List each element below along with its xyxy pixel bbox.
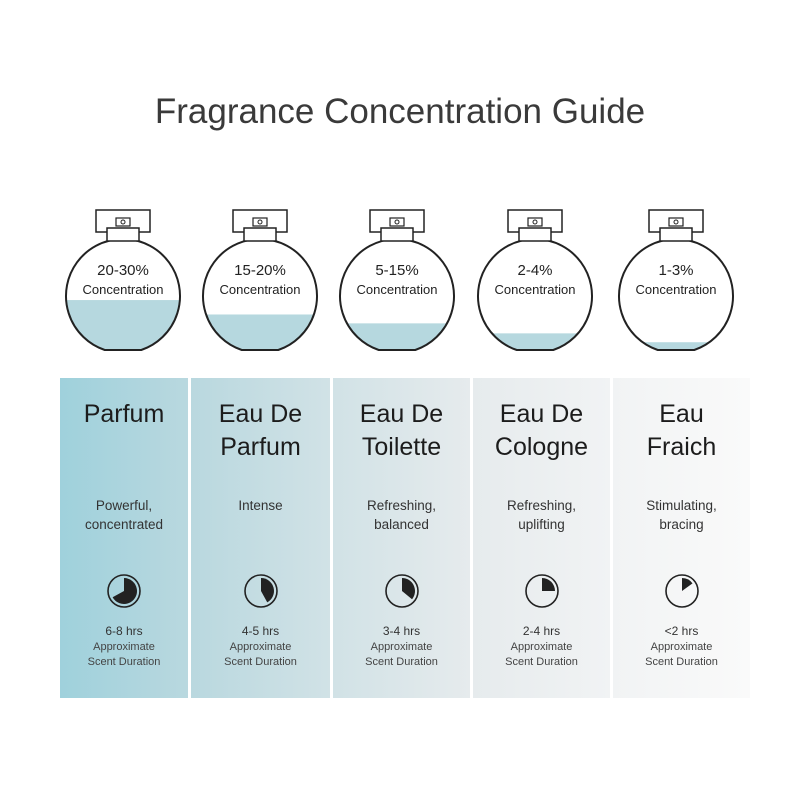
concentration-label: Concentration [635,282,717,297]
name-line: Eau De [499,400,584,428]
fragrance-name: Eau De Parfum [191,398,330,464]
duration-hours: 3-4 hrs [382,624,421,638]
bottle-neck [106,227,140,242]
bottle-neck [659,227,693,242]
desc-line: bracing [659,517,704,532]
duration-label-line: Scent Duration [645,656,718,668]
bottle-nozzle [115,217,131,227]
name-line: Eau De [359,400,444,428]
clock-icon [384,574,419,608]
fragrance-description: Refreshing, balanced [333,496,470,534]
bottle-icon [618,209,734,351]
bottle-nozzle [252,217,268,227]
duration-label: Approximate Scent Duration [60,640,188,670]
duration-hours: 4-5 hrs [241,624,280,638]
desc-line: Refreshing, [366,498,437,513]
bottle-icon [477,209,593,351]
duration-label-line: Approximate [510,641,573,653]
liquid-fill [478,333,593,350]
clock-wedge [401,578,415,600]
liquid-fill [203,314,318,350]
desc-line: Intense [238,498,283,513]
panel-4: Eau Fraich Stimulating, bracing <2 hrs App… [613,378,750,698]
concentration-percent: 5-15% [375,262,419,279]
name-line: Parfum [83,400,165,428]
fragrance-description: Intense [191,496,330,515]
concentration-label: Concentration [82,282,164,297]
clock-icon [664,574,699,608]
fragrance-name: Eau De Toilette [333,398,470,464]
duration-label-line: Approximate [229,641,292,653]
bottle-0: 20-30% Concentration [53,205,193,355]
desc-line: balanced [374,517,429,532]
clock-icon [107,574,141,608]
bottle-neck [518,227,552,242]
desc-line: Powerful, [95,498,153,513]
duration-label-line: Approximate [93,641,155,653]
concentration-percent: 2-4% [517,262,553,279]
duration-label-line: Approximate [650,641,713,653]
duration-label: Approximate Scent Duration [191,640,330,670]
bottle-4: 1-3% Concentration [606,205,746,355]
bottle-icon [65,209,181,351]
bottle-icon [339,209,455,351]
duration-label-line: Approximate [370,641,433,653]
desc-line: uplifting [518,517,565,532]
duration-label-line: Scent Duration [365,656,438,668]
name-line: Eau [659,400,704,428]
clock-wedge [260,578,274,603]
duration-hours: <2 hrs [664,624,699,638]
name-line: Toilette [361,433,442,461]
clock-icon [243,574,278,608]
desc-line: Refreshing, [506,498,577,513]
clock-wedge [681,578,693,591]
duration-label-line: Scent Duration [505,656,578,668]
fragrance-description: Refreshing, uplifting [473,496,610,534]
concentration-percent: 20-30% [97,262,149,279]
bottle-nozzle [668,217,684,227]
name-line: Fraich [646,433,717,461]
bottle-nozzle [389,217,405,227]
duration-label: Approximate Scent Duration [473,640,610,670]
concentration-label: Concentration [219,282,301,297]
duration-label-line: Scent Duration [87,656,161,668]
bottle-1: 15-20% Concentration [190,205,330,355]
liquid-fill [340,323,455,350]
fragrance-description: Powerful, concentrated [60,496,188,534]
concentration-percent: 1-3% [658,262,694,279]
panel-1: Eau De Parfum Intense 4-5 hrs Approximate… [191,378,330,698]
desc-line: concentrated [84,517,164,532]
name-line: Cologne [494,433,589,461]
liquid-fill [619,342,734,350]
clock-icon [524,574,559,608]
bottle-nozzle [527,217,543,227]
desc-line: Stimulating, [646,498,717,513]
page-title: Fragrance Concentration Guide [154,92,646,131]
fragrance-description: Stimulating, bracing [613,496,750,534]
name-line: Eau De [218,400,303,428]
bottle-icon [202,209,318,351]
duration-hours: 2-4 hrs [522,624,561,638]
concentration-percent: 15-20% [234,262,286,279]
fragrance-name: Eau Fraich [613,398,750,464]
panel-2: Eau De Toilette Refreshing, balanced 3-4 h… [333,378,470,698]
panel-0: Parfum Powerful, concentrated 6-8 hrs App… [60,378,188,698]
duration-label-line: Scent Duration [224,656,297,668]
duration-label: Approximate Scent Duration [333,640,470,670]
fragrance-name: Parfum [60,398,188,431]
duration-label: Approximate Scent Duration [613,640,750,670]
bottle-2: 5-15% Concentration [327,205,467,355]
bottle-3: 2-4% Concentration [465,205,605,355]
concentration-label: Concentration [356,282,438,297]
panel-3: Eau De Cologne Refreshing, uplifting 2-4 h… [473,378,610,698]
clock-wedge [541,578,555,591]
duration-hours: 6-8 hrs [105,624,143,638]
bottle-neck [243,227,277,242]
concentration-label: Concentration [494,282,576,297]
name-line: Parfum [220,433,301,461]
bottle-neck [380,227,414,242]
clock-wedge [112,578,137,604]
fragrance-name: Eau De Cologne [473,398,610,464]
